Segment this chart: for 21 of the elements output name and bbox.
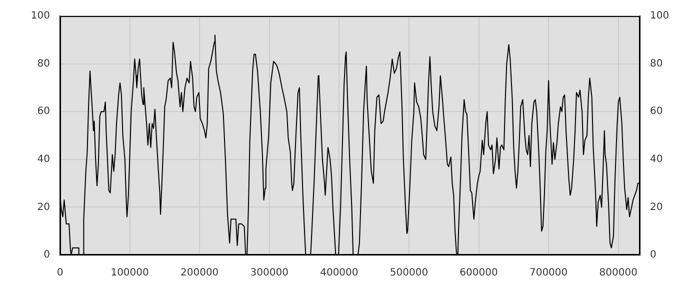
x-tick-label: 0: [56, 268, 64, 279]
y-tick-label: 0: [44, 250, 50, 261]
y-tick-label: 40: [37, 154, 50, 165]
x-tick-label: 200000: [180, 268, 219, 279]
x-tick-label: 700000: [529, 268, 568, 279]
y-tick-label: 100: [30, 10, 50, 22]
y2-tick-label: 40: [650, 154, 663, 165]
x-tick-label: 100000: [110, 268, 149, 279]
x-tick-label: 500000: [390, 268, 428, 279]
x-tick-label: 300000: [250, 268, 288, 279]
x-tick-label: 800000: [599, 268, 638, 279]
y-tick-label: 60: [37, 106, 50, 118]
y2-tick-label: 80: [650, 58, 663, 70]
y2-tick-label: 0: [650, 250, 656, 261]
y-tick-label: 80: [37, 58, 50, 70]
x-tick-label: 600000: [460, 268, 498, 279]
y2-tick-label: 60: [650, 106, 663, 118]
y-tick-label: 20: [37, 202, 50, 213]
y2-tick-label: 100: [650, 10, 670, 22]
x-tick-label: 400000: [320, 268, 358, 279]
y2-tick-label: 20: [650, 202, 663, 213]
